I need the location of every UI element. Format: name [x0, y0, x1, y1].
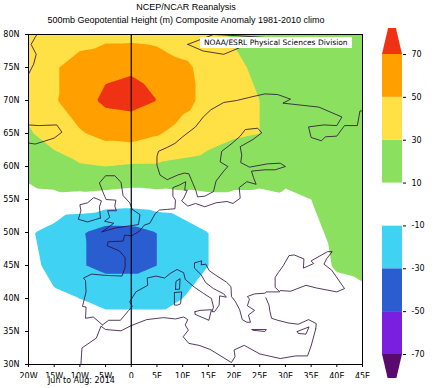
- svg-text:45E: 45E: [355, 372, 370, 378]
- svg-text:25E: 25E: [252, 372, 267, 378]
- svg-text:35E: 35E: [303, 372, 318, 378]
- svg-text:50: 50: [412, 93, 422, 102]
- html-text:NCEP/NCAR Reanalysis: NCEP/NCAR Reanalysis: [136, 2, 236, 12]
- svg-text:15E: 15E: [201, 372, 216, 378]
- svg-text:40E: 40E: [329, 372, 344, 378]
- svg-text:40N: 40N: [3, 294, 19, 303]
- html-text:Jun to Aug: 2014: Jun to Aug: 2014: [48, 376, 115, 385]
- svg-text:20W: 20W: [19, 372, 37, 378]
- svg-text:10: 10: [412, 179, 422, 188]
- svg-text:55N: 55N: [3, 195, 19, 204]
- svg-text:45N: 45N: [3, 261, 19, 270]
- html-text:500mb Geopotential Height (m): 500mb Geopotential Height (m) Composite …: [47, 15, 325, 25]
- svg-text:30: 30: [412, 136, 422, 145]
- svg-text:-50: -50: [412, 307, 425, 316]
- svg-text:-30: -30: [412, 264, 425, 273]
- svg-text:10E: 10E: [175, 372, 190, 378]
- svg-text:0: 0: [129, 372, 134, 378]
- svg-text:70N: 70N: [3, 96, 19, 105]
- svg-text:30N: 30N: [3, 360, 19, 369]
- svg-text:35N: 35N: [3, 327, 19, 336]
- html-text:NOAA/ESRL Physical Sciences Di: NOAA/ESRL Physical Sciences Division: [204, 38, 348, 47]
- svg-text:20E: 20E: [226, 372, 241, 378]
- svg-text:-70: -70: [412, 350, 425, 359]
- svg-text:5E: 5E: [152, 372, 162, 378]
- svg-text:65N: 65N: [3, 129, 19, 138]
- svg-text:50N: 50N: [3, 228, 19, 237]
- svg-text:-10: -10: [412, 221, 425, 230]
- svg-text:60N: 60N: [3, 162, 19, 171]
- svg-text:30E: 30E: [278, 372, 293, 378]
- svg-text:70: 70: [412, 50, 422, 59]
- svg-text:80N: 80N: [3, 30, 19, 39]
- svg-text:75N: 75N: [3, 63, 19, 72]
